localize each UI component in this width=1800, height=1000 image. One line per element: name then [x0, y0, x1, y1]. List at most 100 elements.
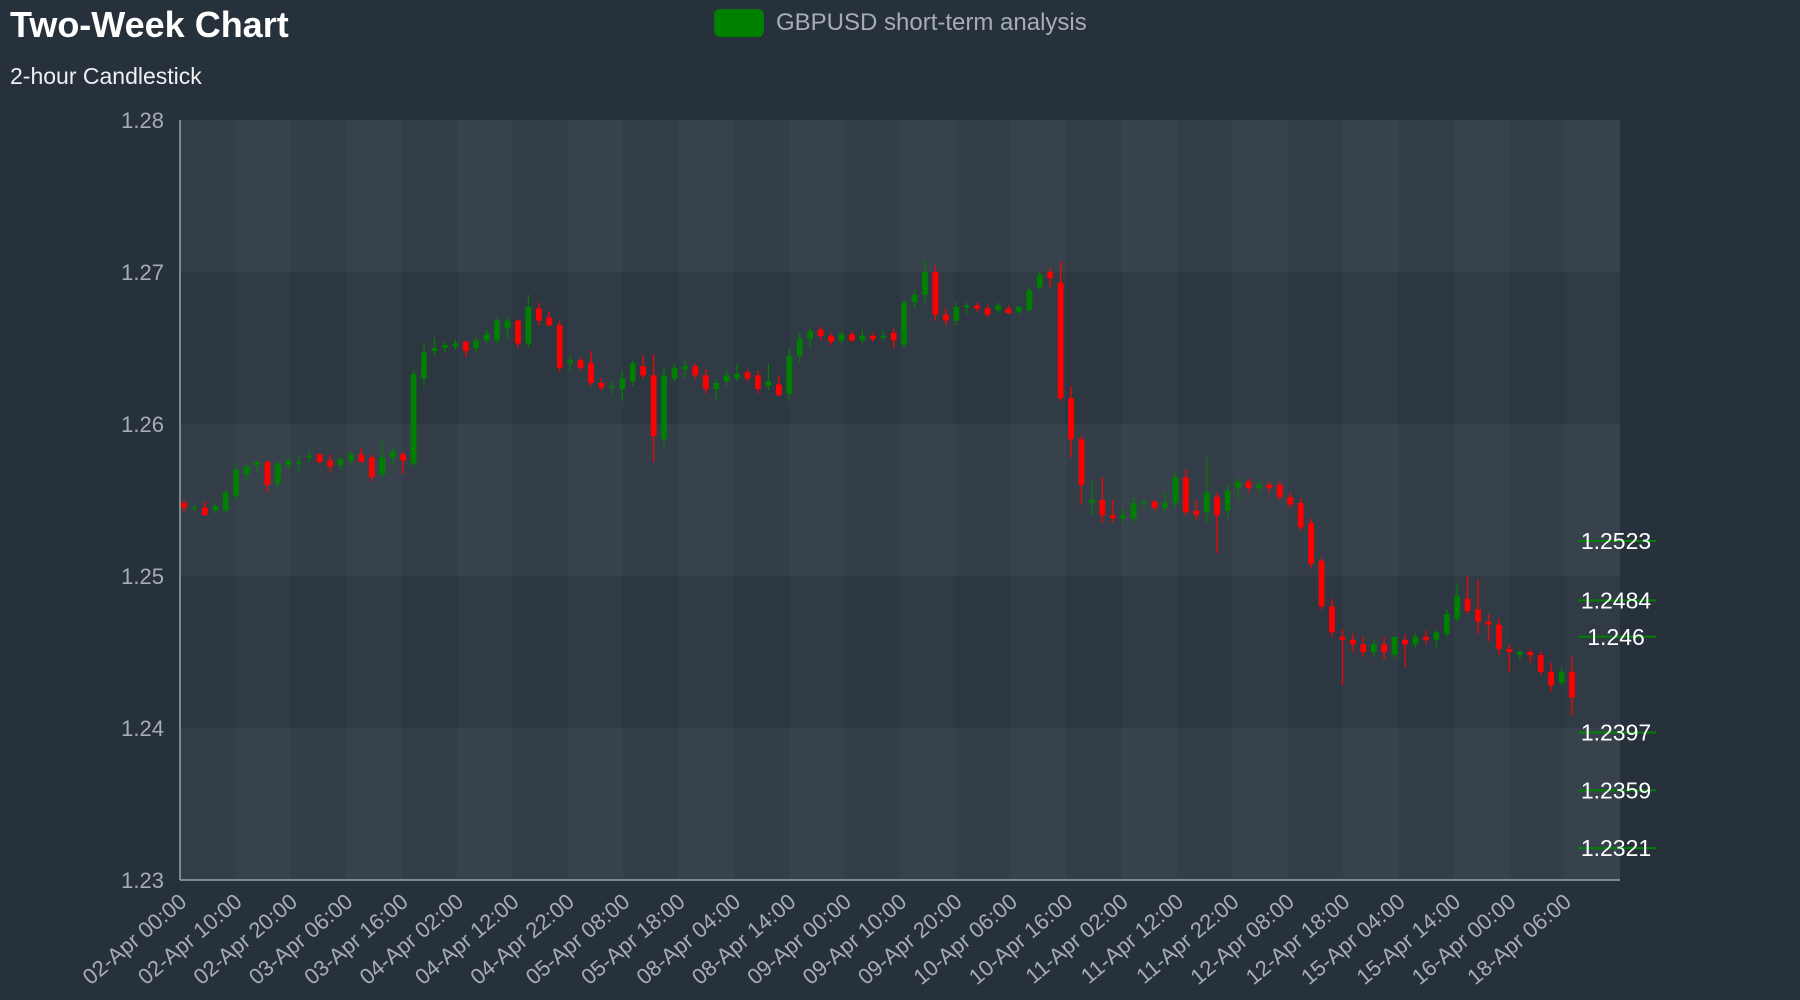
- plot-band: [180, 120, 1620, 272]
- y-tick-label: 1.27: [121, 260, 164, 285]
- candle-body: [619, 378, 626, 390]
- plot-stripe: [789, 120, 844, 880]
- plot-stripe: [235, 120, 290, 880]
- candle-body: [1412, 636, 1419, 645]
- candle-body: [556, 325, 563, 368]
- candle-body: [963, 305, 970, 307]
- plot-band: [180, 576, 1620, 728]
- candle-body: [1329, 606, 1335, 633]
- candle-body: [191, 507, 198, 510]
- candle-body: [1141, 501, 1147, 504]
- candle-body: [567, 360, 574, 364]
- candle-body: [1443, 614, 1450, 634]
- plot-stripe: [900, 120, 955, 880]
- candle-body: [535, 308, 542, 321]
- chart-legend[interactable]: GBPUSD short-term analysis: [714, 9, 1087, 37]
- candle-body: [1339, 636, 1346, 640]
- candle-body: [400, 454, 407, 461]
- candle-body: [890, 332, 897, 341]
- candle-body: [181, 503, 187, 508]
- candle-body: [828, 335, 834, 342]
- candle-body: [389, 451, 396, 458]
- candle-body: [327, 460, 333, 467]
- candle-body: [1005, 308, 1012, 314]
- candle-body: [1381, 644, 1388, 652]
- candle-body: [1235, 481, 1241, 488]
- candle-body: [546, 317, 553, 326]
- level-label: 1.2359: [1581, 777, 1651, 803]
- candle-body: [984, 308, 991, 315]
- plot-band: [180, 272, 1620, 424]
- candle-body: [995, 305, 1001, 310]
- candle-body: [202, 507, 208, 516]
- candle-body: [1026, 290, 1033, 310]
- candle-body: [1047, 272, 1054, 279]
- candle-body: [1068, 398, 1074, 440]
- candle-body: [1120, 515, 1127, 519]
- plot-stripe: [1454, 120, 1509, 880]
- candle-body: [880, 335, 887, 338]
- candle-body: [1464, 598, 1471, 611]
- candle-body: [661, 375, 667, 440]
- candle-body: [692, 366, 699, 376]
- candle-body: [1276, 484, 1283, 497]
- candle-body: [1506, 648, 1513, 652]
- candle-body: [650, 375, 657, 437]
- plot-stripe: [1122, 120, 1177, 880]
- candle-body: [629, 363, 636, 382]
- candle-body: [1130, 503, 1137, 519]
- chart-title: Two-Week Chart: [10, 4, 289, 45]
- legend-label: GBPUSD short-term analysis: [776, 9, 1087, 36]
- y-tick-label: 1.26: [121, 412, 164, 437]
- candle-body: [1475, 609, 1481, 622]
- candle-body: [765, 381, 772, 386]
- candle-body: [577, 360, 584, 368]
- candle-body: [1537, 655, 1544, 672]
- candle-body: [348, 454, 354, 461]
- candle-body: [1266, 484, 1273, 488]
- candle-body: [337, 458, 344, 466]
- candle-body: [869, 335, 876, 339]
- candle-body: [786, 355, 793, 394]
- candle-body: [306, 455, 313, 458]
- y-tick-label: 1.23: [121, 868, 164, 893]
- candle-body: [849, 334, 855, 341]
- candle-body: [723, 375, 730, 382]
- candle-body: [222, 492, 229, 511]
- candle-body: [1109, 515, 1116, 519]
- candle-body: [421, 352, 427, 379]
- y-tick-label: 1.25: [121, 564, 164, 589]
- candle-body: [609, 386, 615, 388]
- candle-body: [775, 384, 782, 396]
- candle-body: [1151, 501, 1158, 508]
- candle-body: [932, 272, 939, 315]
- candle-body: [901, 302, 907, 345]
- candle-body: [1527, 652, 1534, 656]
- candle-body: [1078, 439, 1085, 485]
- chart-subtitle: 2-hour Candlestick: [10, 63, 202, 89]
- candle-body: [1433, 632, 1440, 640]
- candle-body: [473, 340, 480, 348]
- plot-band: [180, 728, 1620, 880]
- candle-body: [452, 343, 459, 347]
- candle-body: [1402, 639, 1408, 645]
- plot-stripe: [678, 120, 733, 880]
- candle-body: [316, 454, 323, 462]
- candle-body: [1203, 492, 1210, 513]
- candle-body: [243, 466, 250, 475]
- candle-body: [1297, 503, 1304, 528]
- candle-body: [1089, 500, 1095, 504]
- candle-body: [1370, 644, 1377, 652]
- candle-body: [1569, 671, 1575, 698]
- candle-body: [264, 462, 271, 485]
- candle-body: [504, 320, 511, 329]
- candle-body: [494, 320, 500, 341]
- candle-body: [254, 462, 260, 466]
- candle-body: [1224, 490, 1231, 511]
- candle-body: [1318, 560, 1325, 607]
- candle-body: [1391, 636, 1398, 656]
- y-tick-label: 1.24: [121, 716, 164, 741]
- legend-swatch: [714, 9, 764, 37]
- plot-stripe: [1011, 120, 1066, 880]
